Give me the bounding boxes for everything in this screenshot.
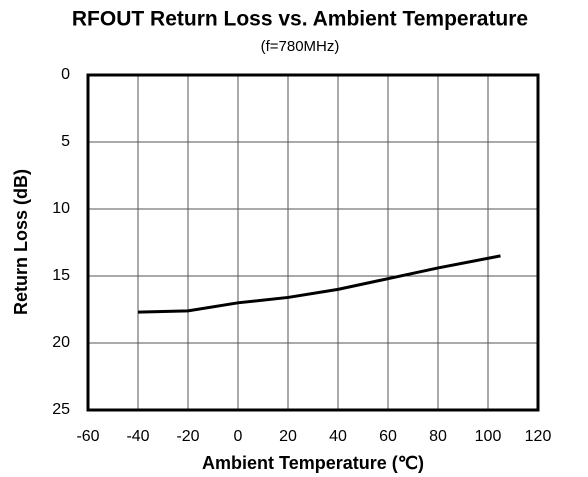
y-tick-label: 20 [52, 334, 70, 351]
chart-subtitle: (f=780MHz) [261, 38, 340, 55]
x-axis-label: Ambient Temperature (℃) [202, 453, 424, 473]
x-tick-label: 40 [329, 428, 347, 445]
x-tick-label: -20 [176, 428, 199, 445]
x-tick-label: 100 [475, 428, 502, 445]
x-tick-label: 80 [429, 428, 447, 445]
x-tick-label: -60 [76, 428, 99, 445]
plot-frame [86, 73, 540, 412]
x-tick-label: 0 [234, 428, 243, 445]
x-tick-label: 60 [379, 428, 397, 445]
chart-title: RFOUT Return Loss vs. Ambient Temperatur… [72, 8, 528, 31]
y-tick-label: 10 [52, 200, 70, 217]
y-tick-label: 25 [52, 401, 70, 418]
y-tick-label: 5 [61, 133, 70, 150]
y-axis-label: Return Loss (dB) [11, 169, 31, 315]
x-tick-label: -40 [126, 428, 149, 445]
x-tick-label: 20 [279, 428, 297, 445]
y-tick-label: 0 [61, 66, 70, 83]
line [137, 254, 501, 314]
x-tick-label: 120 [525, 428, 552, 445]
y-tick-label: 15 [52, 267, 70, 284]
